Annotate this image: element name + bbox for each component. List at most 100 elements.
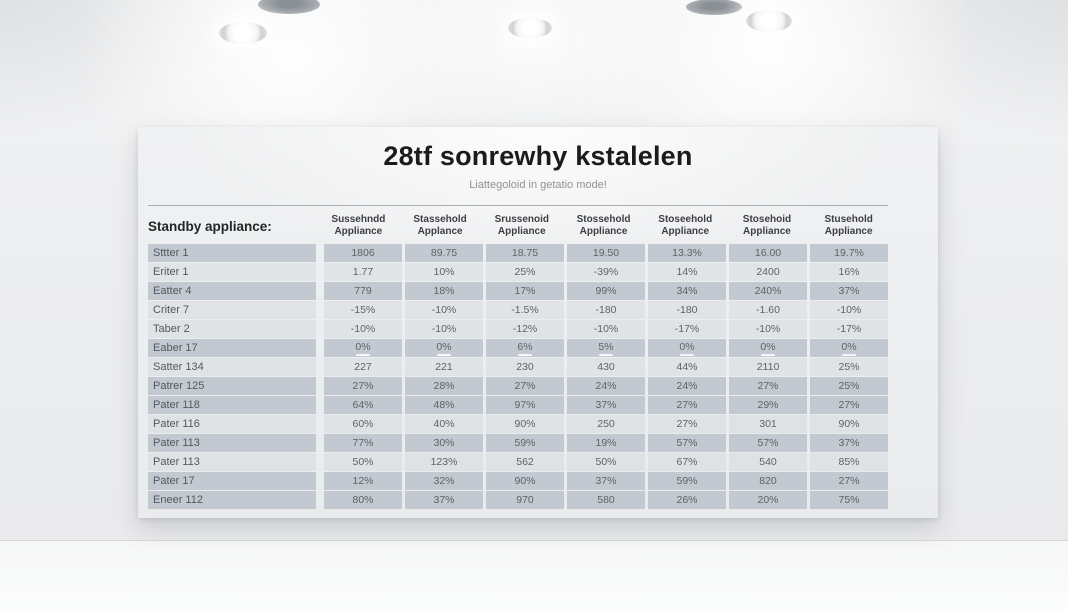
data-cell: 580 (567, 491, 645, 509)
page-title: 28tf sonrewhy kstalelen (383, 141, 693, 171)
cell-value: 16% (838, 266, 860, 278)
cell-value: 27% (352, 380, 374, 392)
cell-value: 5% (598, 340, 614, 353)
data-cell: 18% (405, 282, 483, 300)
cell-value: 230 (516, 361, 534, 373)
ceiling-vent-icon (686, 0, 742, 15)
cell-value: 2400 (756, 266, 780, 278)
row-label: Criter 7 (148, 301, 316, 319)
data-cell: 779 (324, 282, 402, 300)
cell-value: 0% (436, 340, 452, 353)
data-cell: 12% (324, 472, 402, 490)
data-cell: 430 (567, 358, 645, 376)
data-cell: -17% (810, 320, 888, 338)
data-cell: 17% (486, 282, 564, 300)
row-label: Eneer 112 (148, 491, 316, 509)
data-cell: -17% (648, 320, 726, 338)
data-cell: 27% (810, 396, 888, 414)
data-cell: 29% (729, 396, 807, 414)
cell-value: 50% (595, 456, 617, 468)
data-cell: 57% (648, 434, 726, 452)
data-cell: -1.60 (729, 301, 807, 319)
cell-value: -10% (350, 323, 376, 335)
table-row: Criter 7 -15% -10% -1.5% -180 -180 -1.60 -10% (148, 301, 888, 319)
column-header: Stusehold Appliance (824, 214, 873, 237)
dash-mark (842, 353, 856, 356)
dash-mark (356, 353, 370, 356)
cell-value: 2110 (756, 361, 780, 373)
table-row: Pater 116 60% 40% 90% 250 27% 301 90% (148, 415, 888, 433)
cell-value: 17% (514, 285, 536, 297)
data-cell: 1.77 (324, 263, 402, 281)
data-cell: -180 (648, 301, 726, 319)
data-cell: 19.7% (810, 244, 888, 262)
table-row: Sttter 1 1806 89.75 18.75 19.50 13.3% 16.00 19.… (148, 244, 888, 262)
cell-value: 25% (514, 266, 536, 278)
cell-value: 10% (433, 266, 455, 278)
row-label: Pater 116 (148, 415, 316, 433)
cell-value: 240% (754, 285, 782, 297)
data-cell: 90% (486, 472, 564, 490)
data-cell: 59% (648, 472, 726, 490)
cell-value: 48% (433, 399, 455, 411)
data-cell: 0% (729, 339, 807, 357)
cell-value: 970 (516, 494, 534, 506)
data-cell: 50% (567, 453, 645, 471)
data-cell: 59% (486, 434, 564, 452)
data-cell: 28% (405, 377, 483, 395)
data-cell: 64% (324, 396, 402, 414)
data-cell: 67% (648, 453, 726, 471)
row-label: Eatter 4 (148, 282, 316, 300)
data-cell: 44% (648, 358, 726, 376)
row-label: Pater 17 (148, 472, 316, 490)
dash-mark (680, 353, 694, 356)
cell-value: 16.00 (754, 247, 782, 259)
cell-value: 75% (838, 494, 860, 506)
cell-value: -10% (836, 304, 862, 316)
table-row: Eatter 4 779 18% 17% 99% 34% 240% 37% (148, 282, 888, 300)
cell-value: 27% (676, 399, 698, 411)
cell-value: 44% (676, 361, 698, 373)
cell-value: 6% (517, 340, 533, 353)
data-cell: 20% (729, 491, 807, 509)
cell-value: -10% (431, 304, 457, 316)
row-label: Pater 113 (148, 434, 316, 452)
cell-value: 0% (355, 340, 371, 353)
cell-value: 562 (516, 456, 534, 468)
cell-value: 540 (759, 456, 777, 468)
ceiling-light-icon (219, 22, 267, 44)
table-row: Pater 113 77% 30% 59% 19% 57% 57% 37% (148, 434, 888, 452)
dash-mark (761, 353, 775, 356)
data-cell: 26% (648, 491, 726, 509)
data-cell: 19.50 (567, 244, 645, 262)
data-cell: 0% (405, 339, 483, 357)
data-cell: -180 (567, 301, 645, 319)
cell-value: 0% (841, 340, 857, 353)
cell-value: 820 (759, 475, 777, 487)
data-cell: 37% (567, 396, 645, 414)
row-label: Taber 2 (148, 320, 316, 338)
cell-value: 37% (838, 437, 860, 449)
cell-value: 27% (757, 380, 779, 392)
cell-value: 50% (352, 456, 374, 468)
row-label: Satter 134 (148, 358, 316, 376)
cell-value: 85% (838, 456, 860, 468)
column-header: Stoseehold Appliance (658, 214, 713, 237)
cell-value: -180 (676, 304, 698, 316)
cell-value: 99% (595, 285, 617, 297)
data-cell: 97% (486, 396, 564, 414)
data-cell: 250 (567, 415, 645, 433)
cell-value: -10% (593, 323, 619, 335)
cell-value: 227 (354, 361, 372, 373)
cell-value: -15% (350, 304, 376, 316)
cell-value: 37% (595, 399, 617, 411)
data-cell: 970 (486, 491, 564, 509)
row-label: Pater 118 (148, 396, 316, 414)
cell-value: 27% (514, 380, 536, 392)
data-cell: -10% (324, 320, 402, 338)
cell-value: 37% (433, 494, 455, 506)
column-header: Stassehold Applance (413, 214, 467, 237)
data-cell: 1806 (324, 244, 402, 262)
row-label: Eriter 1 (148, 263, 316, 281)
cell-value: 1806 (351, 247, 375, 259)
